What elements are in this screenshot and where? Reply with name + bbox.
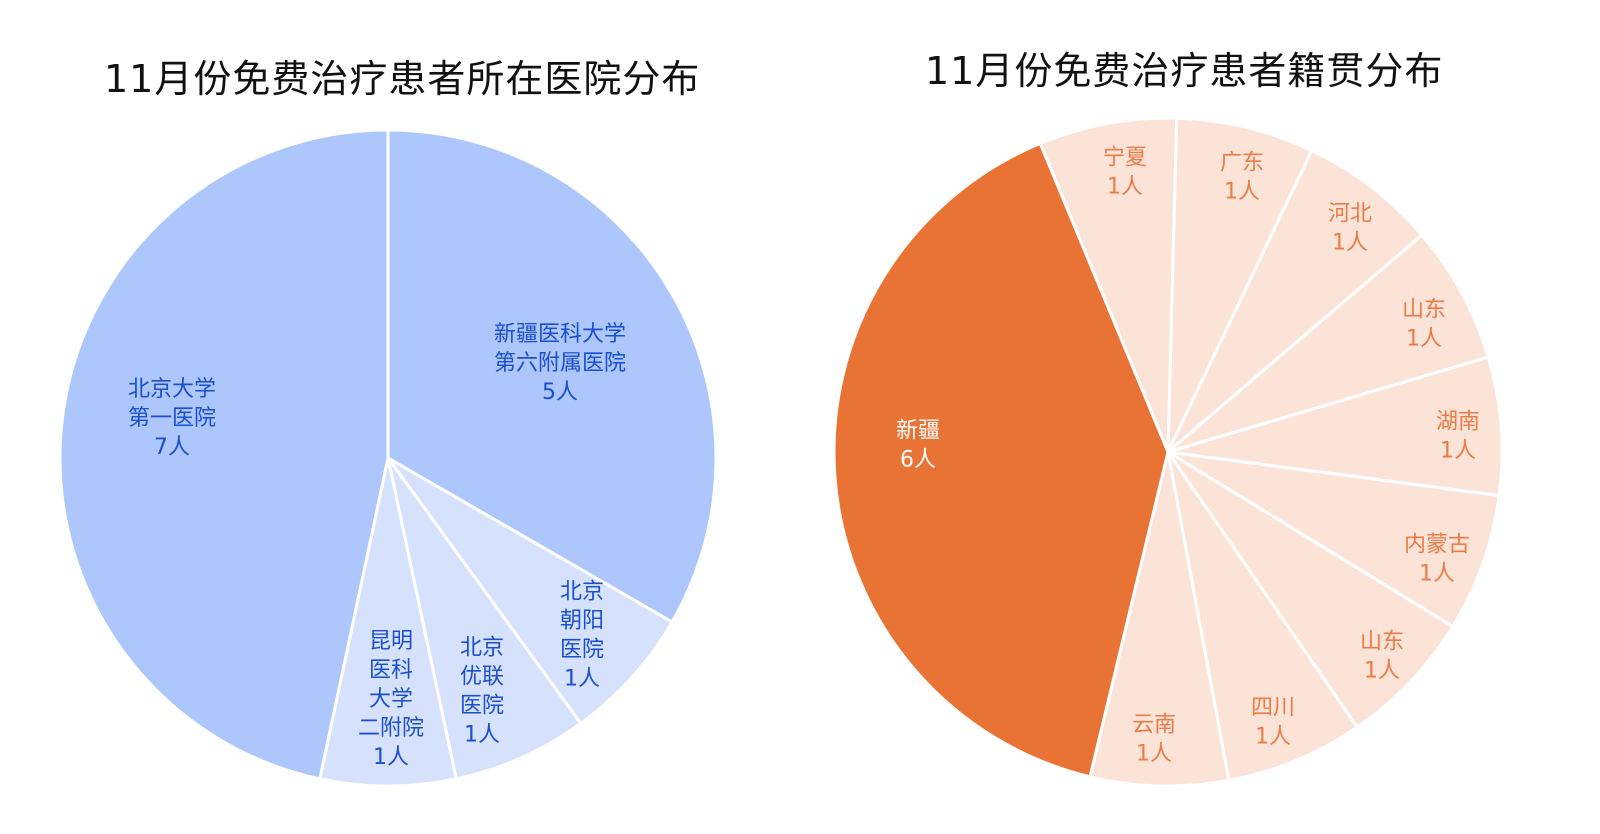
slice-label: 昆明医科大学二附院 1人 [358,629,424,770]
slice-label-line: 医科 [369,658,413,683]
slice-label-line: 广东 [1220,151,1264,176]
slice-label: 北京优联医院 1人 [460,636,504,748]
pie-slice[interactable] [1038,116,1179,453]
pie-slice[interactable] [1167,355,1504,498]
slice-label-line: 新疆医科大学 [494,322,626,347]
slice-label-line: 山东 [1360,630,1404,655]
pie-slice[interactable] [1167,232,1491,454]
slice-label-line: 5人 [542,380,578,405]
pie-slice[interactable] [1166,450,1455,730]
slice-label-line: 山东 [1402,298,1446,323]
slice-label-line: 新疆 [896,419,940,444]
slice-label-line: 1人 [373,745,409,770]
slice-label: 新疆 6人 [896,419,940,473]
pie-slice[interactable] [1167,450,1501,629]
slice-label-line: 内蒙古 [1404,533,1470,558]
slice-label-line: 河北 [1328,202,1372,227]
slice-label-line: 云南 [1132,713,1176,738]
slice-label-line: 1人 [564,667,600,692]
slice-label-line: 北京大学 [128,377,216,402]
slice-label-line: 大学 [369,687,413,712]
slice-label-line: 湖南 [1436,410,1480,435]
slice-label: 云南 1人 [1132,713,1176,767]
slice-label: 山东 1人 [1402,298,1446,352]
slice-label-line: 二附院 [358,716,424,741]
slice-label: 新疆医科大学第六附属医院 5人 [494,322,626,405]
hospital-distribution-title: 11月份免费治疗患者所在医院分布 [104,57,701,101]
slice-label-line: 1人 [1364,659,1400,684]
slice-label-line: 1人 [1332,231,1368,256]
pie-slice[interactable] [1166,116,1314,453]
slice-label-line: 1人 [1419,562,1455,587]
slice-label: 湖南 1人 [1436,410,1480,464]
slice-label-line: 宁夏 [1103,146,1147,171]
pie-slice[interactable] [58,128,390,781]
slice-label-line: 优联 [460,665,504,690]
slice-label: 四川 1人 [1251,696,1295,750]
slice-label: 北京朝阳医院 1人 [560,580,604,692]
slice-label-line: 医院 [460,694,504,719]
slice-label: 宁夏 1人 [1103,146,1147,200]
slice-label-line: 朝阳 [560,609,604,634]
origin-distribution-title: 11月份免费治疗患者籍贯分布 [925,49,1444,93]
slice-label-line: 昆明 [369,629,413,654]
slice-label-line: 1人 [1107,175,1143,200]
slice-label-line: 1人 [1136,742,1172,767]
slice-label-line: 第一医院 [128,406,216,431]
slice-label-line: 医院 [560,638,604,663]
slice-label-line: 北京 [460,636,504,661]
slice-label-line: 1人 [464,723,500,748]
slice-label-line: 北京 [560,580,604,605]
slice-label: 河北 1人 [1328,202,1372,256]
slice-label: 内蒙古 1人 [1404,533,1470,587]
pie-slice[interactable] [318,457,458,788]
pie-slice[interactable] [386,457,583,781]
slice-label-line: 1人 [1224,180,1260,205]
pie-slice[interactable] [1166,451,1360,783]
pie-slice[interactable] [1088,451,1231,788]
pie-slice[interactable] [1166,148,1425,454]
slice-label-line: 1人 [1255,725,1291,750]
pie-slice[interactable] [832,141,1170,779]
pie-slice[interactable] [386,128,718,625]
slice-label-line: 7人 [154,435,190,460]
slice-label: 广东 1人 [1220,151,1264,205]
pie-slice[interactable] [386,456,675,726]
slice-label-line: 1人 [1406,327,1442,352]
slice-label-line: 四川 [1251,696,1295,721]
slice-label: 山东 1人 [1360,630,1404,684]
slice-label-line: 1人 [1440,439,1476,464]
slice-label-line: 第六附属医院 [494,351,626,376]
slice-label: 北京大学第一医院 7人 [128,377,216,460]
slice-label-line: 6人 [900,448,936,473]
